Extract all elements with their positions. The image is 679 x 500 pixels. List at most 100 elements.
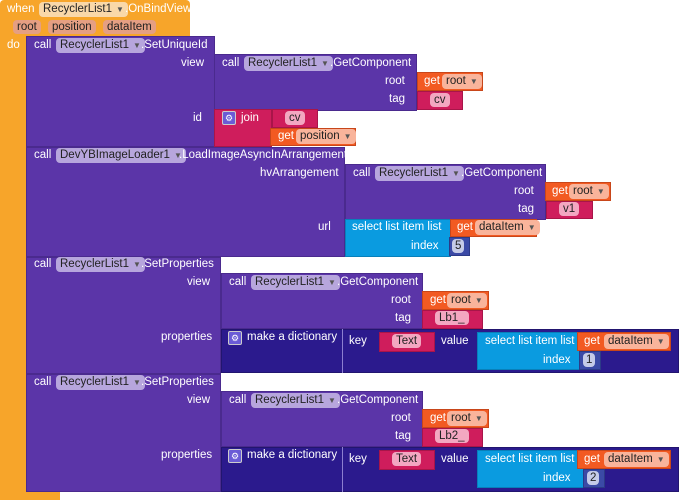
set-properties-block[interactable] — [26, 374, 221, 492]
event-name: .OnBindView — [125, 3, 192, 15]
chevron-down-icon: ▼ — [596, 187, 605, 196]
variable-name: dataItem — [608, 453, 653, 465]
get-label: get — [430, 294, 446, 306]
chevron-down-icon: ▼ — [133, 41, 141, 50]
call-label: call — [222, 57, 240, 69]
variable-name: dataItem — [608, 335, 653, 347]
chevron-down-icon: ▼ — [343, 132, 352, 141]
component-dropdown[interactable]: RecyclerList1 ▼ — [251, 393, 340, 408]
component-dropdown[interactable]: RecyclerList1 ▼ — [56, 38, 145, 53]
number-value[interactable]: 5 — [452, 239, 465, 253]
variable-dropdown[interactable]: root ▼ — [447, 293, 487, 308]
component-name: RecyclerList1 — [60, 376, 130, 388]
param-dataitem[interactable]: dataItem — [103, 20, 156, 34]
component-dropdown[interactable]: RecyclerList1 ▼ — [56, 257, 145, 272]
component-dropdown[interactable]: RecyclerList1 ▼ — [39, 2, 128, 17]
variable-dropdown[interactable]: root ▼ — [569, 184, 609, 199]
param-root[interactable]: root — [13, 20, 41, 34]
gear-icon[interactable]: ⚙ — [228, 449, 242, 463]
variable-name: root — [573, 185, 593, 197]
event-block-footer — [0, 490, 60, 500]
variable-dropdown[interactable]: position ▼ — [296, 129, 356, 144]
tag-label: tag — [518, 203, 534, 215]
set-unique-id-block[interactable] — [26, 36, 215, 147]
variable-name: root — [451, 412, 471, 424]
text-value[interactable]: cv — [430, 93, 450, 107]
root-label: root — [385, 75, 405, 87]
select-list-item-block[interactable] — [477, 332, 593, 370]
component-name: RecyclerList1 — [60, 39, 130, 51]
param-position[interactable]: position — [48, 20, 96, 34]
index-label: index — [411, 240, 439, 252]
chevron-down-icon: ▼ — [328, 278, 336, 287]
chevron-down-icon: ▼ — [469, 77, 478, 86]
tag-label: tag — [395, 430, 411, 442]
gear-icon[interactable]: ⚙ — [222, 111, 236, 125]
component-dropdown[interactable]: RecyclerList1 ▼ — [375, 166, 464, 181]
properties-label: properties — [161, 449, 213, 461]
call-label: call — [353, 167, 371, 179]
chevron-down-icon: ▼ — [474, 414, 483, 423]
event-block-spine — [0, 40, 26, 495]
join-label: join — [241, 112, 259, 124]
component-dropdown[interactable]: RecyclerList1 ▼ — [244, 56, 333, 71]
chevron-down-icon: ▼ — [328, 396, 336, 405]
text-value[interactable]: cv — [285, 111, 305, 125]
call-label: call — [229, 276, 247, 288]
set-properties-block[interactable] — [26, 257, 221, 374]
component-name: DevYBImageLoader1 — [60, 149, 170, 161]
get-label: get — [424, 75, 440, 87]
view-label: view — [187, 394, 211, 406]
tag-label: tag — [395, 312, 411, 324]
root-label: root — [391, 412, 411, 424]
text-value[interactable]: Lb1_ — [435, 311, 469, 325]
variable-name: dataItem — [479, 221, 524, 233]
root-label: root — [514, 185, 534, 197]
properties-label: properties — [161, 331, 213, 343]
view-label: view — [181, 57, 205, 69]
variable-dropdown[interactable]: root ▼ — [447, 411, 487, 426]
load-image-block[interactable] — [26, 147, 345, 257]
component-name: RecyclerList1 — [255, 276, 325, 288]
component-name: RecyclerList1 — [248, 57, 318, 69]
select-list-item-block[interactable] — [345, 219, 451, 257]
method-name: .GetComponent — [337, 276, 419, 288]
text-value[interactable]: Text — [392, 334, 422, 348]
get-label: get — [552, 185, 568, 197]
variable-dropdown[interactable]: dataItem ▼ — [604, 334, 669, 349]
hvarrangement-label: hvArrangement — [260, 167, 339, 179]
component-name: RecyclerList1 — [379, 167, 449, 179]
key-label: key — [349, 453, 367, 465]
text-value[interactable]: v1 — [559, 202, 580, 216]
gear-icon[interactable]: ⚙ — [228, 331, 242, 345]
component-dropdown[interactable]: DevYBImageLoader1 ▼ — [56, 148, 186, 163]
component-dropdown[interactable]: RecyclerList1 ▼ — [251, 275, 340, 290]
chevron-down-icon: ▼ — [321, 59, 329, 68]
pair-divider — [342, 447, 343, 492]
make-dictionary-label: make a dictionary — [247, 331, 338, 343]
variable-dropdown[interactable]: dataItem ▼ — [604, 452, 669, 467]
variable-dropdown[interactable]: root ▼ — [442, 74, 482, 89]
variable-name: position — [300, 130, 340, 142]
component-name: RecyclerList1 — [255, 394, 325, 406]
key-label: key — [349, 335, 367, 347]
number-value[interactable]: 1 — [583, 353, 596, 367]
call-label: call — [34, 376, 52, 388]
pair-divider — [342, 329, 343, 373]
method-name: .GetComponent — [461, 167, 543, 179]
variable-dropdown[interactable]: dataItem ▼ — [475, 220, 540, 235]
component-dropdown[interactable]: RecyclerList1 ▼ — [56, 375, 145, 390]
component-name: RecyclerList1 — [60, 258, 130, 270]
method-name: .SetProperties — [141, 258, 214, 270]
number-value[interactable]: 2 — [587, 471, 600, 485]
root-label: root — [391, 294, 411, 306]
chevron-down-icon: ▼ — [133, 260, 141, 269]
text-value[interactable]: Text — [392, 452, 422, 466]
tag-label: tag — [389, 93, 405, 105]
variable-name: root — [451, 294, 471, 306]
call-label: call — [34, 39, 52, 51]
chevron-down-icon: ▼ — [452, 169, 460, 178]
text-value[interactable]: Lb2_ — [435, 429, 469, 443]
select-list-label: select list item list — [485, 453, 575, 465]
when-label: when — [7, 3, 35, 15]
